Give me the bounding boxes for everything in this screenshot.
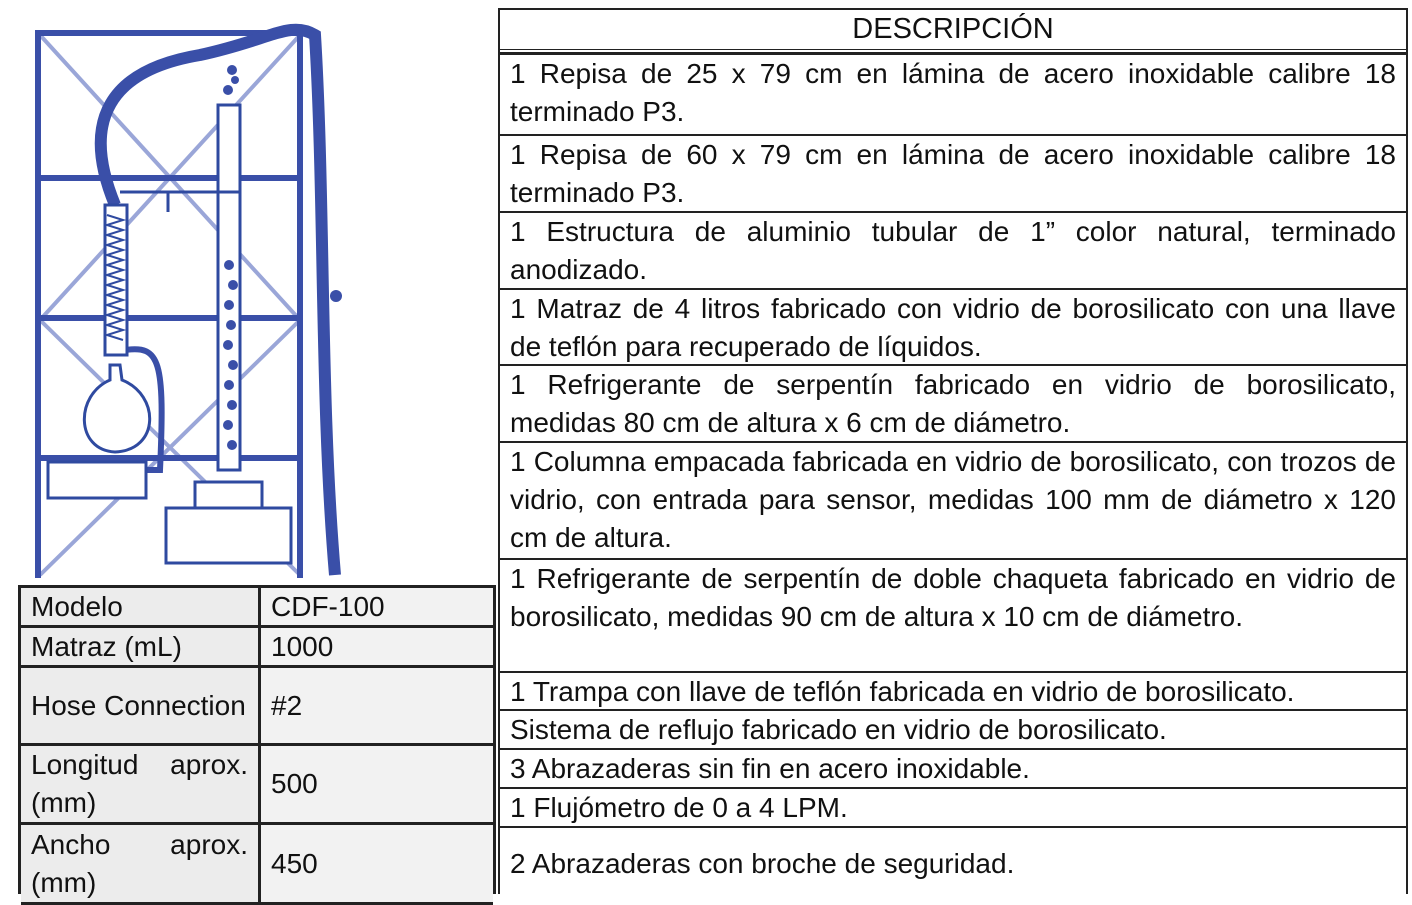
spec-row: Longitud aprox. (mm) 500 — [21, 746, 493, 825]
description-row: 1 Columna empacada fabricada en vidrio d… — [500, 441, 1406, 558]
spec-row: Hose Connection #2 — [21, 668, 493, 746]
illustration — [35, 23, 342, 578]
description-text: 1 Refrigerante de serpentín fabricado en… — [510, 369, 1396, 438]
description-table: DESCRIPCIÓN 1 Repisa de 25 x 79 cm en lá… — [498, 8, 1408, 894]
description-row: 1 Estructura de aluminio tubular de 1” c… — [500, 211, 1406, 288]
description-text: 1 Columna empacada fabricada en vidrio d… — [510, 446, 1396, 553]
description-row: 1 Repisa de 25 x 79 cm en lámina de acer… — [500, 53, 1406, 134]
spec-value: 450 — [261, 825, 493, 902]
description-text: 1 Repisa de 60 x 79 cm en lámina de acer… — [510, 139, 1396, 208]
description-text: 1 Flujómetro de 0 a 4 LPM. — [510, 792, 848, 823]
description-text: Sistema de reflujo fabricado en vidrio d… — [510, 714, 1167, 745]
spec-row: Ancho aprox. (mm) 450 — [21, 825, 493, 905]
spec-value: CDF-100 — [261, 588, 493, 625]
description-text: 1 Repisa de 25 x 79 cm en lámina de acer… — [510, 58, 1396, 127]
spec-label: Modelo — [21, 588, 261, 625]
spec-row: Matraz (mL) 1000 — [21, 628, 493, 668]
description-row: 1 Flujómetro de 0 a 4 LPM. — [500, 787, 1406, 826]
spec-table: Modelo CDF-100 Matraz (mL) 1000 Hose Connect… — [18, 585, 496, 905]
spec-row: Modelo CDF-100 — [21, 588, 493, 628]
spec-label: Longitud aprox. (mm) — [21, 746, 261, 822]
description-row: 3 Abrazaderas sin fin en acero inoxidabl… — [500, 748, 1406, 787]
description-header: DESCRIPCIÓN — [500, 10, 1406, 53]
description-row: 1 Matraz de 4 litros fabricado con vidri… — [500, 288, 1406, 364]
description-row: Sistema de reflujo fabricado en vidrio d… — [500, 709, 1406, 748]
spec-value: 1000 — [261, 628, 493, 665]
description-row: 1 Repisa de 60 x 79 cm en lámina de acer… — [500, 134, 1406, 211]
description-row: 1 Trampa con llave de teflón fabricada e… — [500, 671, 1406, 709]
description-row: 1 Refrigerante de serpentín fabricado en… — [500, 364, 1406, 441]
spec-value: 500 — [261, 746, 493, 822]
description-text: 1 Matraz de 4 litros fabricado con vidri… — [510, 293, 1396, 362]
description-text: 2 Abrazaderas con broche de seguridad. — [510, 848, 1015, 879]
description-text: 1 Trampa con llave de teflón fabricada e… — [510, 676, 1295, 707]
spec-value: #2 — [261, 668, 493, 743]
description-text: 3 Abrazaderas sin fin en acero inoxidabl… — [510, 753, 1030, 784]
description-row: 2 Abrazaderas con broche de seguridad. — [500, 826, 1406, 900]
description-text: 1 Estructura de aluminio tubular de 1” c… — [510, 216, 1396, 285]
description-text: 1 Refrigerante de serpentín de doble cha… — [510, 563, 1396, 632]
spec-label: Hose Connection — [21, 668, 261, 743]
description-row: 1 Refrigerante de serpentín de doble cha… — [500, 558, 1406, 671]
spec-label: Ancho aprox. (mm) — [21, 825, 261, 902]
spec-label: Matraz (mL) — [21, 628, 261, 665]
